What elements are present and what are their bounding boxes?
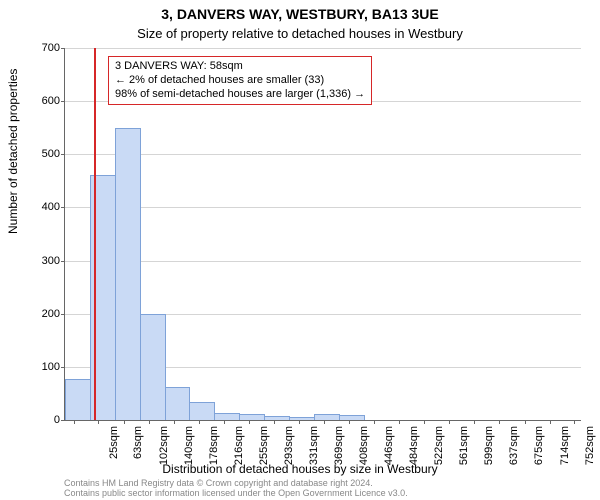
xtick-mark <box>449 420 450 424</box>
ytick-label: 400 <box>24 201 60 213</box>
xtick-label: 484sqm <box>408 426 420 466</box>
xtick-label: 25sqm <box>108 426 120 466</box>
xtick-mark <box>98 420 99 424</box>
ytick-label: 700 <box>24 42 60 54</box>
xtick-label: 216sqm <box>233 426 245 466</box>
xtick-mark <box>174 420 175 424</box>
xtick-mark <box>324 420 325 424</box>
grid-line <box>65 48 581 49</box>
ytick-label: 0 <box>24 414 60 426</box>
ytick-label: 200 <box>24 308 60 320</box>
histogram-bar <box>65 379 91 420</box>
chart-subtitle: Size of property relative to detached ho… <box>0 26 600 41</box>
xtick-label: 331sqm <box>308 426 320 466</box>
xtick-mark <box>374 420 375 424</box>
property-info-box: 3 DANVERS WAY: 58sqm← 2% of detached hou… <box>108 56 372 105</box>
xtick-mark <box>424 420 425 424</box>
info-line-3: 98% of semi-detached houses are larger (… <box>115 88 365 102</box>
histogram-bar <box>239 414 265 420</box>
xtick-label: 178sqm <box>208 426 220 466</box>
xtick-mark <box>249 420 250 424</box>
ytick-mark <box>61 207 65 208</box>
xtick-label: 63sqm <box>132 426 144 466</box>
y-axis-label: Number of detached properties <box>6 69 20 234</box>
xtick-label: 714sqm <box>559 426 571 466</box>
attribution-footer: Contains HM Land Registry data © Crown c… <box>64 478 408 499</box>
xtick-mark <box>224 420 225 424</box>
histogram-bar <box>264 416 290 420</box>
xtick-label: 408sqm <box>358 426 370 466</box>
xtick-mark <box>499 420 500 424</box>
ytick-label: 300 <box>24 255 60 267</box>
histogram-bar <box>339 415 365 420</box>
footer-line-1: Contains HM Land Registry data © Crown c… <box>64 478 408 488</box>
xtick-label: 446sqm <box>383 426 395 466</box>
xtick-mark <box>474 420 475 424</box>
grid-line <box>65 154 581 155</box>
xtick-mark <box>574 420 575 424</box>
ytick-mark <box>61 314 65 315</box>
ytick-mark <box>61 154 65 155</box>
ytick-label: 500 <box>24 148 60 160</box>
xtick-label: 561sqm <box>458 426 470 466</box>
histogram-bar <box>140 314 166 420</box>
xtick-label: 255sqm <box>258 426 270 466</box>
xtick-mark <box>525 420 526 424</box>
xtick-label: 102sqm <box>158 426 170 466</box>
xtick-label: 675sqm <box>533 426 545 466</box>
xtick-label: 293sqm <box>283 426 295 466</box>
xtick-mark <box>349 420 350 424</box>
ytick-mark <box>61 101 65 102</box>
xtick-mark <box>399 420 400 424</box>
grid-line <box>65 207 581 208</box>
histogram-bar <box>165 387 191 420</box>
xtick-label: 599sqm <box>483 426 495 466</box>
xtick-mark <box>550 420 551 424</box>
xtick-mark <box>299 420 300 424</box>
ytick-mark <box>61 48 65 49</box>
histogram-bar <box>214 413 240 420</box>
xtick-mark <box>149 420 150 424</box>
histogram-bar <box>189 402 215 420</box>
xtick-mark <box>124 420 125 424</box>
histogram-bar <box>115 128 141 420</box>
xtick-label: 369sqm <box>333 426 345 466</box>
ytick-label: 600 <box>24 95 60 107</box>
xtick-label: 752sqm <box>584 426 596 466</box>
ytick-mark <box>61 367 65 368</box>
xtick-mark <box>74 420 75 424</box>
grid-line <box>65 261 581 262</box>
xtick-label: 140sqm <box>183 426 195 466</box>
property-marker-line <box>94 48 96 420</box>
ytick-label: 100 <box>24 361 60 373</box>
ytick-mark <box>61 261 65 262</box>
info-line-2: ← 2% of detached houses are smaller (33) <box>115 74 365 88</box>
ytick-mark <box>61 420 65 421</box>
chart-container: 3, DANVERS WAY, WESTBURY, BA13 3UE Size … <box>0 0 600 500</box>
footer-line-2: Contains public sector information licen… <box>64 488 408 498</box>
xtick-label: 522sqm <box>433 426 445 466</box>
xtick-label: 637sqm <box>508 426 520 466</box>
chart-title: 3, DANVERS WAY, WESTBURY, BA13 3UE <box>0 6 600 22</box>
histogram-bar <box>314 414 340 420</box>
histogram-bar <box>289 417 315 420</box>
xtick-mark <box>199 420 200 424</box>
info-line-1: 3 DANVERS WAY: 58sqm <box>115 60 365 74</box>
xtick-mark <box>274 420 275 424</box>
